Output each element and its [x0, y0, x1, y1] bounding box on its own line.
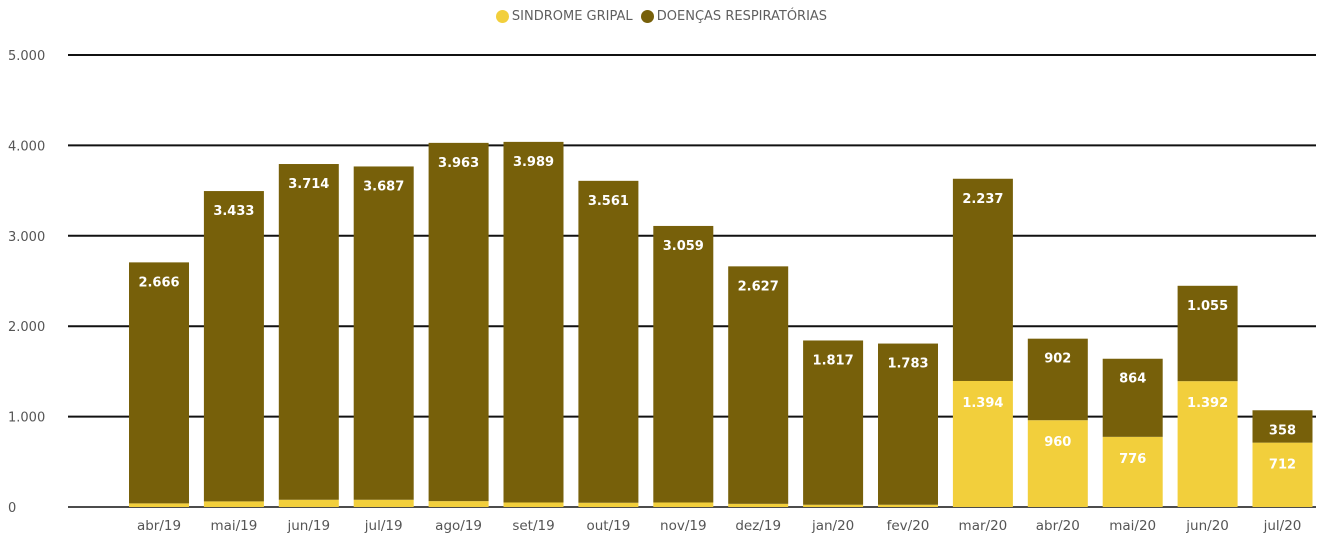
bar-doencas-respiratorias [952, 178, 1013, 381]
data-label-doencas-respiratorias: 864 [1119, 372, 1146, 387]
data-label-doencas-respiratorias: 3.989 [513, 155, 554, 170]
x-tick-label: fev/20 [887, 518, 930, 534]
x-tick-label: jul/19 [364, 518, 403, 534]
data-label-doencas-respiratorias: 2.666 [138, 275, 179, 290]
data-label-doencas-respiratorias: 902 [1044, 352, 1071, 367]
legend-label-sindrome-gripal: SINDROME GRIPAL [511, 9, 633, 24]
data-label-doencas-respiratorias: 1.055 [1187, 299, 1228, 314]
bar-sindrome-gripal [728, 503, 789, 507]
bar-sindrome-gripal [878, 504, 938, 507]
data-label-sindrome-gripal: 776 [1119, 452, 1146, 467]
bar-doencas-respiratorias [428, 142, 489, 502]
legend-marker-sindrome-gripal [495, 10, 509, 23]
data-label-sindrome-gripal: 1.394 [962, 396, 1003, 411]
data-label-sindrome-gripal: 960 [1044, 435, 1071, 450]
bar-sindrome-gripal [503, 502, 564, 507]
bar-sindrome-gripal [952, 380, 1013, 507]
legend-item-doencas-respiratorias[interactable]: DOENÇAS RESPIRATÓRIAS [640, 9, 828, 24]
bar-sindrome-gripal [203, 501, 264, 507]
data-label-doencas-respiratorias: 3.963 [438, 156, 479, 171]
y-tick-label: 3.000 [8, 230, 45, 245]
bar-doencas-respiratorias [878, 343, 938, 505]
bar-doencas-respiratorias [1252, 410, 1313, 443]
data-label-sindrome-gripal: 712 [1269, 458, 1296, 473]
bar-sindrome-gripal [428, 501, 489, 507]
data-label-doencas-respiratorias: 3.687 [363, 179, 404, 194]
x-tick-label: jul/20 [1263, 518, 1302, 534]
legend-marker-doencas-respiratorias [640, 10, 654, 23]
x-tick-label: jan/20 [811, 518, 854, 534]
bar-sindrome-gripal [1102, 436, 1163, 507]
data-label-doencas-respiratorias: 3.433 [213, 204, 254, 219]
bar-sindrome-gripal [803, 504, 864, 507]
x-tick-label: jun/20 [1185, 518, 1229, 534]
bar-sindrome-gripal [278, 499, 339, 507]
bar-doencas-respiratorias [578, 180, 639, 503]
bar-sindrome-gripal [1027, 420, 1088, 507]
data-label-doencas-respiratorias: 3.059 [663, 239, 704, 254]
x-tick-label: set/19 [512, 518, 554, 534]
bar-doencas-respiratorias [728, 266, 789, 504]
bar-doencas-respiratorias [129, 262, 189, 504]
bar-doencas-respiratorias [653, 225, 714, 503]
bar-sindrome-gripal [129, 503, 189, 507]
bar-doencas-respiratorias [803, 340, 864, 505]
legend-label-doencas-respiratorias: DOENÇAS RESPIRATÓRIAS [656, 9, 828, 24]
bar-doencas-respiratorias [1177, 285, 1238, 382]
bar-doencas-respiratorias [1027, 338, 1088, 421]
x-tick-label: out/19 [586, 518, 630, 534]
data-label-doencas-respiratorias: 358 [1269, 423, 1296, 438]
y-tick-label: 1.000 [8, 411, 45, 426]
y-tick-label: 5.000 [8, 49, 45, 64]
legend-item-sindrome-gripal[interactable]: SINDROME GRIPAL [495, 9, 633, 24]
bar-doencas-respiratorias [278, 164, 339, 500]
x-tick-label: dez/19 [735, 518, 781, 534]
y-tick-label: 4.000 [8, 139, 45, 154]
bar-doencas-respiratorias [353, 166, 414, 500]
x-tick-label: mai/20 [1109, 518, 1156, 534]
x-tick-label: ago/19 [435, 518, 482, 534]
y-tick-label: 2.000 [8, 320, 45, 335]
x-tick-label: abr/20 [1036, 518, 1080, 534]
x-tick-label: nov/19 [660, 518, 707, 534]
y-tick-label: 0 [8, 501, 16, 516]
x-tick-label: mai/19 [210, 518, 257, 534]
bar-doencas-respiratorias [503, 141, 564, 503]
bar-sindrome-gripal [578, 502, 639, 507]
bar-sindrome-gripal [653, 502, 714, 507]
data-label-doencas-respiratorias: 3.561 [588, 194, 629, 209]
x-tick-label: jun/19 [287, 518, 331, 534]
bar-doencas-respiratorias [203, 191, 264, 502]
bar-sindrome-gripal [1177, 381, 1238, 507]
x-tick-label: mar/20 [959, 518, 1008, 534]
data-label-doencas-respiratorias: 2.627 [738, 279, 779, 294]
bar-sindrome-gripal [353, 499, 414, 507]
data-label-doencas-respiratorias: 3.714 [288, 177, 329, 192]
data-label-doencas-respiratorias: 1.783 [887, 357, 928, 372]
bar-doencas-respiratorias [1102, 358, 1163, 437]
x-tick-label: abr/19 [137, 518, 181, 534]
legend: SINDROME GRIPAL DOENÇAS RESPIRATÓRIAS [0, 9, 1323, 27]
data-label-doencas-respiratorias: 1.817 [813, 353, 854, 368]
bar-sindrome-gripal [1252, 442, 1313, 507]
data-label-sindrome-gripal: 1.392 [1187, 396, 1228, 411]
data-label-doencas-respiratorias: 2.237 [962, 192, 1003, 207]
